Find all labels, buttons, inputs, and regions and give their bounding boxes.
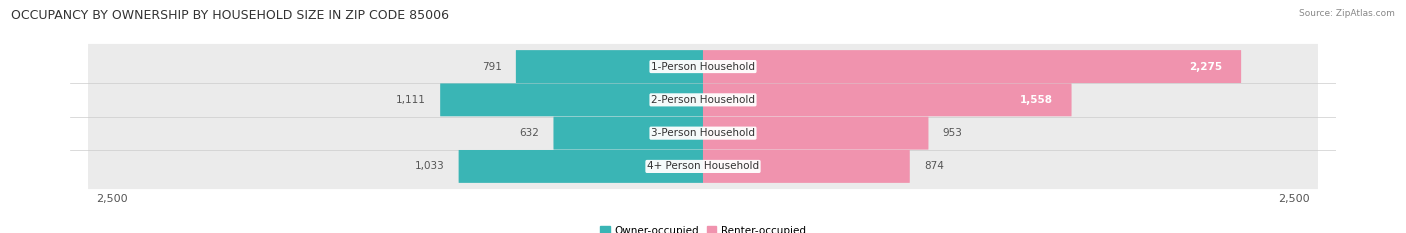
Text: 3-Person Household: 3-Person Household (651, 128, 755, 138)
FancyBboxPatch shape (703, 50, 1241, 83)
Text: 2-Person Household: 2-Person Household (651, 95, 755, 105)
FancyBboxPatch shape (554, 117, 703, 150)
FancyBboxPatch shape (458, 150, 703, 183)
Text: 1,558: 1,558 (1019, 95, 1053, 105)
FancyBboxPatch shape (89, 110, 1317, 156)
Text: 1-Person Household: 1-Person Household (651, 62, 755, 72)
FancyBboxPatch shape (703, 83, 1071, 116)
Text: 1,111: 1,111 (396, 95, 426, 105)
FancyBboxPatch shape (440, 83, 703, 116)
Text: 632: 632 (519, 128, 540, 138)
FancyBboxPatch shape (703, 150, 910, 183)
FancyBboxPatch shape (89, 144, 1317, 189)
Text: 1,033: 1,033 (415, 161, 444, 171)
Text: 2,275: 2,275 (1189, 62, 1222, 72)
Text: 4+ Person Household: 4+ Person Household (647, 161, 759, 171)
FancyBboxPatch shape (703, 117, 928, 150)
Text: 874: 874 (924, 161, 943, 171)
Text: 791: 791 (482, 62, 502, 72)
FancyBboxPatch shape (89, 77, 1317, 123)
Text: OCCUPANCY BY OWNERSHIP BY HOUSEHOLD SIZE IN ZIP CODE 85006: OCCUPANCY BY OWNERSHIP BY HOUSEHOLD SIZE… (11, 9, 450, 22)
FancyBboxPatch shape (516, 50, 703, 83)
Legend: Owner-occupied, Renter-occupied: Owner-occupied, Renter-occupied (596, 222, 810, 233)
Text: Source: ZipAtlas.com: Source: ZipAtlas.com (1299, 9, 1395, 18)
Text: 953: 953 (942, 128, 963, 138)
FancyBboxPatch shape (89, 44, 1317, 89)
